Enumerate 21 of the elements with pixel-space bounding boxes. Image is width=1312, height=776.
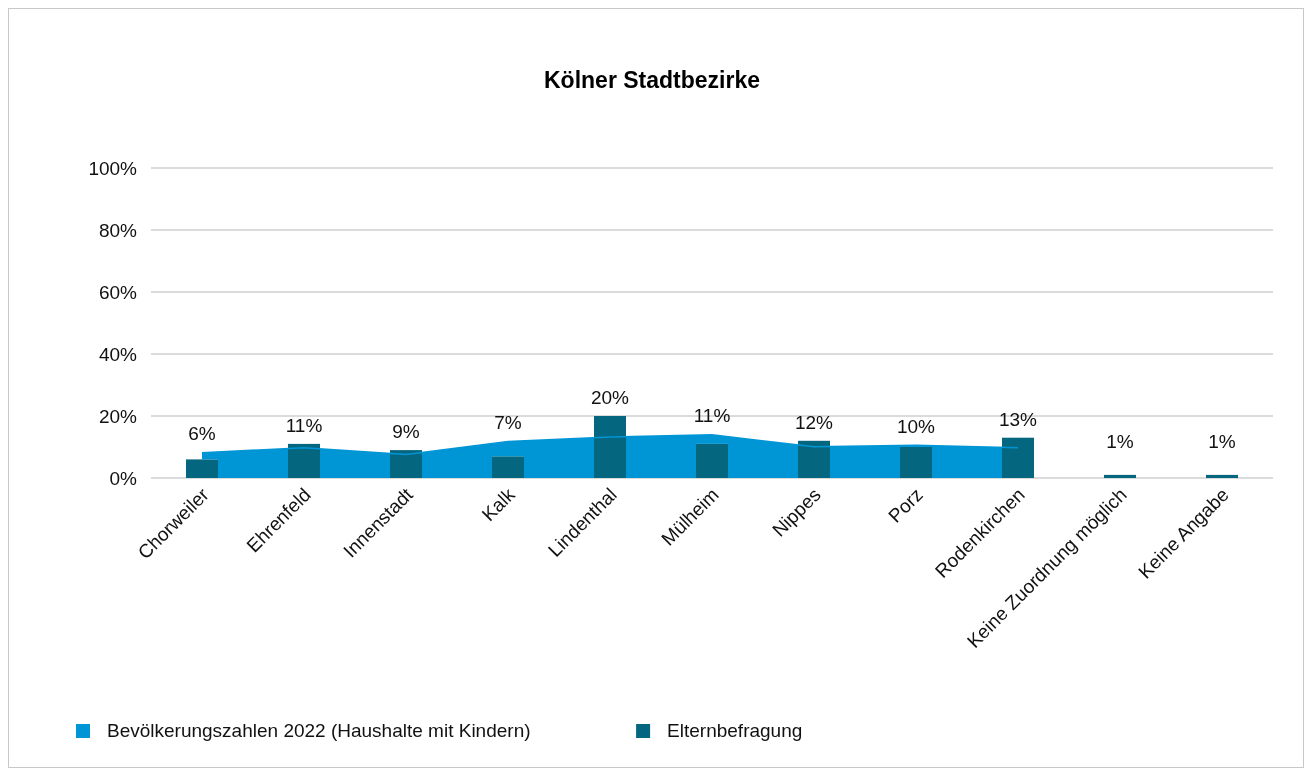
y-tick-label: 0% xyxy=(109,468,138,489)
data-label: 12% xyxy=(794,411,834,433)
y-tick-label: 100% xyxy=(88,158,138,179)
data-label: 9% xyxy=(392,421,420,443)
data-label: 20% xyxy=(590,387,630,408)
y-tick-label: 80% xyxy=(98,220,138,241)
data-label: 6% xyxy=(188,422,216,444)
data-label: 1% xyxy=(1208,431,1236,452)
legend-label: Elternbefragung xyxy=(667,720,803,741)
data-label: 11% xyxy=(285,414,323,436)
y-tick-label: 60% xyxy=(98,282,138,303)
data-label: 13% xyxy=(998,408,1038,430)
data-label: 11% xyxy=(693,404,731,426)
y-tick-label: 20% xyxy=(98,406,138,427)
data-label: 1% xyxy=(1106,431,1134,452)
data-label: 7% xyxy=(494,411,522,433)
legend-label: Bevölkerungszahlen 2022 (Haushalte mit Kindern) xyxy=(107,720,531,741)
y-tick-label: 40% xyxy=(98,344,138,365)
data-label: 10% xyxy=(896,415,936,437)
x-tick-label: Kalk xyxy=(477,483,520,525)
chart-title: Kölner Stadtbezirke xyxy=(544,67,760,93)
